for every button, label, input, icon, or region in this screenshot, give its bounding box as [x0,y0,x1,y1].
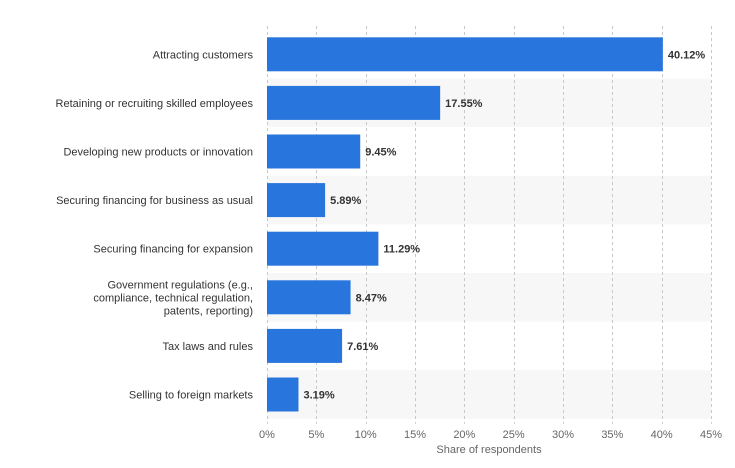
data-label: 40.12% [668,49,706,61]
data-label: 11.29% [383,244,420,256]
x-tick-label: 20% [453,429,475,441]
row-bands [267,78,711,419]
category-label: Securing financing for expansion [93,244,253,256]
bar [267,134,361,169]
category-labels: Attracting customers Retaining or recruit… [56,49,254,401]
category-label: Securing financing for business as usual [56,195,253,207]
data-label: 9.45% [365,147,396,159]
category-label: Developing new products or innovation [63,147,253,159]
category-label: Tax laws and rules [163,341,254,353]
x-tick-label: 10% [355,429,377,441]
category-label: Retaining or recruiting skilled employee… [56,98,254,110]
x-axis-title: Share of respondents [436,444,542,456]
category-label: Attracting customers [153,49,254,61]
x-tick-label: 0% [259,429,275,441]
x-tick-label: 30% [552,429,574,441]
value-labels: 40.12% 17.55% 9.45% 5.89% 11.29% 8.47% 7.61% 3.… [303,49,705,401]
row-band [267,370,711,419]
bar [267,231,379,266]
x-tick-label: 40% [651,429,673,441]
bar [267,85,441,120]
x-tick-label: 25% [503,429,525,441]
data-label: 5.89% [330,195,361,207]
data-label: 8.47% [356,292,387,304]
x-tick-label: 45% [700,429,722,441]
bar [267,328,343,363]
bar [267,183,326,218]
bar [267,37,663,72]
category-label: Selling to foreign markets [129,390,254,402]
bars [267,37,663,412]
x-tick-labels: 0% 5% 10% 15% 20% 25% 30% 35% 40% 45% [259,429,722,441]
data-label: 3.19% [303,390,334,402]
category-label: Government regulations (e.g., compliance,… [93,279,253,317]
x-tick-label: 5% [308,429,324,441]
x-tick-label: 35% [601,429,623,441]
data-label: 7.61% [347,341,378,353]
bar [267,280,351,315]
bar [267,377,299,412]
x-tick-label: 15% [404,429,426,441]
row-band [267,175,711,225]
data-label: 17.55% [445,98,483,110]
